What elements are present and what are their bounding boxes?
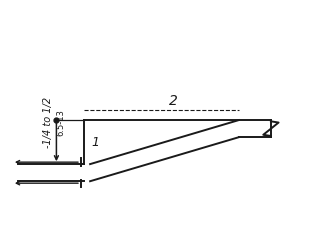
Text: 2: 2 xyxy=(169,94,178,108)
Text: 1: 1 xyxy=(92,136,100,148)
Text: -1/4 to 1/2: -1/4 to 1/2 xyxy=(43,97,53,148)
Text: 6.5-13: 6.5-13 xyxy=(56,109,66,136)
